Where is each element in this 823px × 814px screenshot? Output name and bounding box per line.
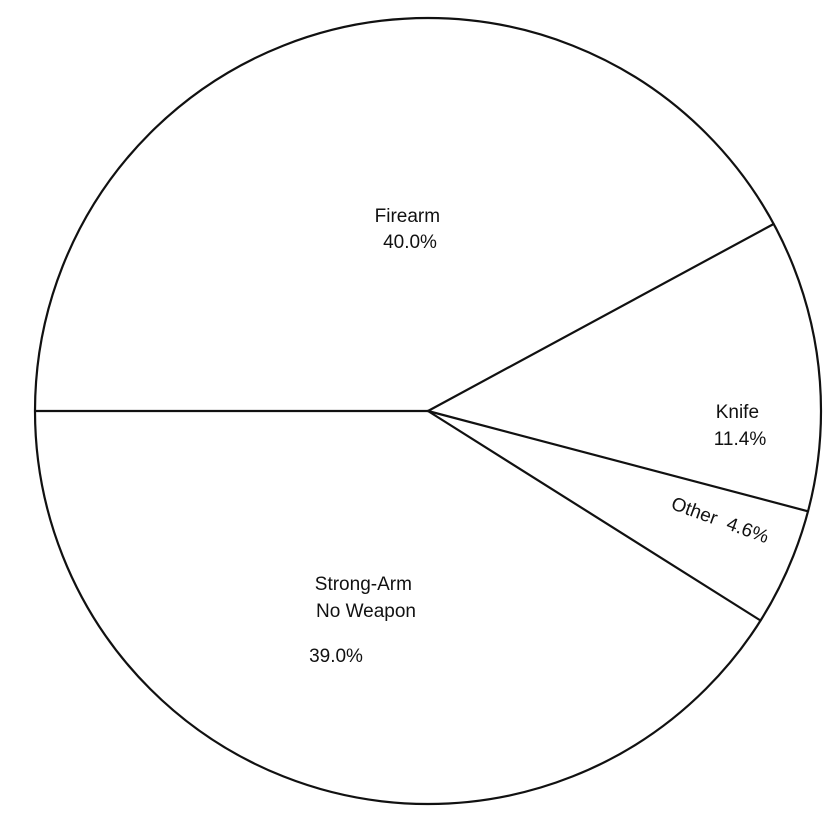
slice-label-knife: Knife 11.4%	[714, 402, 767, 450]
slice-label-strong-arm-value: 39.0%	[309, 646, 363, 667]
slice-label-strong-arm-line2: No Weapon	[316, 601, 416, 622]
boundary-firearm-knife	[426, 222, 775, 413]
slice-label-firearm-name: Firearm	[375, 206, 440, 227]
slice-label-firearm: Firearm 40.0%	[375, 206, 446, 253]
slice-label-knife-value: 11.4%	[714, 429, 767, 450]
slice-label-other-value: 4.6%	[724, 514, 772, 549]
slice-label-strong-arm-line1: Strong-Arm	[315, 574, 412, 595]
slice-label-other-name: Other	[668, 494, 720, 530]
slice-label-knife-name: Knife	[716, 402, 759, 423]
slice-label-other: Other 4.6%	[668, 494, 771, 549]
boundary-other-strongarm	[426, 409, 762, 622]
boundary-knife-other	[426, 409, 810, 513]
slice-label-strong-arm: Strong-Arm No Weapon	[315, 574, 417, 622]
slice-label-firearm-value: 40.0%	[383, 232, 437, 253]
slice-boundaries	[33, 222, 810, 622]
